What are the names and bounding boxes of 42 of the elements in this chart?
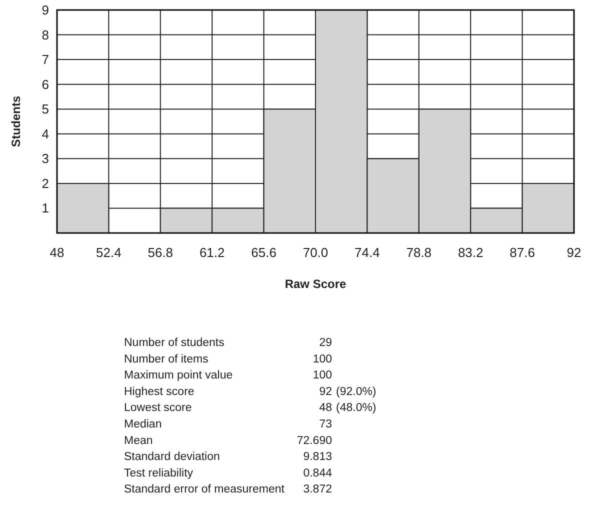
y-tick-label: 4 <box>42 126 49 142</box>
text: 0.844 <box>303 467 333 480</box>
text: Lowest score <box>124 402 192 414</box>
y-tick-label: 6 <box>42 76 49 92</box>
y-tick-label: 1 <box>42 200 49 216</box>
text: 9.813 <box>303 451 332 464</box>
text: 100 <box>312 370 332 382</box>
text: Number of items <box>124 353 209 366</box>
y-tick-label: 5 <box>42 102 49 117</box>
text: 73 <box>319 418 332 430</box>
x-tick-label: 61.2 <box>199 245 225 260</box>
text: 92 (92.0%) <box>319 386 376 398</box>
x-axis-title: Raw Score <box>284 277 347 291</box>
text: Maximum point value <box>124 370 233 382</box>
y-tick-label: 9 <box>42 2 49 18</box>
x-tick-label: 92 <box>566 245 582 260</box>
text: Standard deviation <box>124 451 220 464</box>
y-tick-label: 2 <box>42 176 49 191</box>
text: 3.872 <box>303 484 332 496</box>
text: Number of students <box>124 337 225 349</box>
x-tick-label: 56.8 <box>148 245 174 260</box>
text: 100 <box>312 353 332 366</box>
text: 48 (48.0%) <box>319 402 376 414</box>
text: Mean <box>124 434 153 447</box>
text: Highest score <box>124 386 194 398</box>
text: Standard error of measurement <box>124 484 286 496</box>
x-tick-label: 83.2 <box>458 245 484 260</box>
y-tick-label: 8 <box>42 27 49 42</box>
x-tick-label: 70.0 <box>302 245 328 260</box>
y-axis-title: Students <box>9 96 23 148</box>
x-tick-label: 65.6 <box>251 245 276 260</box>
text: 29 <box>319 337 332 349</box>
y-tick-label: 3 <box>42 151 49 166</box>
x-tick-label: 78.8 <box>406 245 432 260</box>
text: Test reliability <box>124 467 194 480</box>
x-tick-label: 48 <box>50 245 64 260</box>
text: Median <box>124 418 162 430</box>
x-tick-label: 74.4 <box>354 245 380 260</box>
x-tick-label: 87.6 <box>510 245 535 260</box>
x-tick-label: 52.4 <box>96 245 122 260</box>
text: 72.690 <box>296 434 332 447</box>
y-tick-label: 7 <box>42 52 49 68</box>
